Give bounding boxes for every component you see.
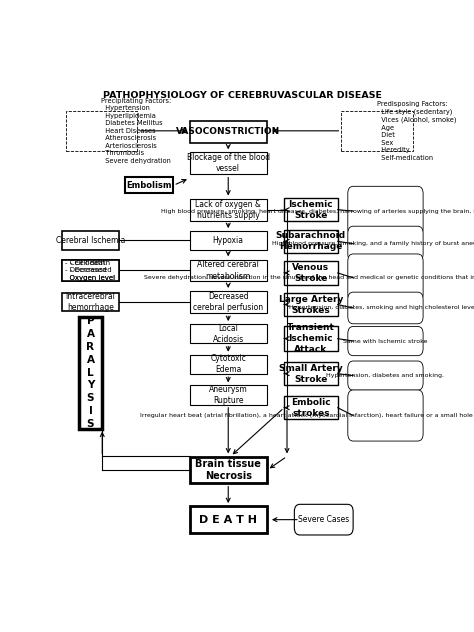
FancyBboxPatch shape <box>284 362 337 386</box>
Text: Cerebral Ischemia: Cerebral Ischemia <box>56 236 125 245</box>
Text: Decreased
cerebral perfusion: Decreased cerebral perfusion <box>193 292 263 312</box>
FancyBboxPatch shape <box>294 504 353 535</box>
Text: Cytotoxic
Edema: Cytotoxic Edema <box>210 355 246 375</box>
FancyBboxPatch shape <box>284 229 337 253</box>
FancyBboxPatch shape <box>348 292 423 324</box>
Text: Irregular heart beat (atrial fibrillation), a heart attack (myocardial infarctio: Irregular heart beat (atrial fibrillatio… <box>140 413 474 418</box>
FancyBboxPatch shape <box>190 198 267 221</box>
FancyBboxPatch shape <box>190 291 267 313</box>
FancyBboxPatch shape <box>190 457 267 483</box>
FancyBboxPatch shape <box>190 506 267 533</box>
Text: Severe Cases: Severe Cases <box>298 515 349 524</box>
FancyBboxPatch shape <box>284 261 337 284</box>
FancyBboxPatch shape <box>348 226 423 261</box>
FancyBboxPatch shape <box>190 386 267 405</box>
FancyBboxPatch shape <box>341 111 413 151</box>
FancyBboxPatch shape <box>190 260 267 281</box>
FancyBboxPatch shape <box>190 355 267 374</box>
Text: Predisposing Factors:
  Life style (sedentary)
  Vices (Alcohol, smoke)
  Age
  : Predisposing Factors: Life style (sedent… <box>377 101 456 161</box>
FancyBboxPatch shape <box>348 327 423 356</box>
Text: Ischemic
Stroke: Ischemic Stroke <box>289 200 333 220</box>
FancyBboxPatch shape <box>284 293 337 316</box>
FancyBboxPatch shape <box>348 361 423 390</box>
FancyBboxPatch shape <box>190 231 267 250</box>
Text: Altered cerebral
metabolism: Altered cerebral metabolism <box>197 260 259 281</box>
Text: Embolism: Embolism <box>127 181 172 190</box>
Text: Blockage of the blood
vessel: Blockage of the blood vessel <box>187 154 270 174</box>
Text: VASOCONSTRICTION: VASOCONSTRICTION <box>176 127 280 137</box>
Text: PATHOPHYSIOLOGY OF CEREBRUVASCULAR DISEASE: PATHOPHYSIOLOGY OF CEREBRUVASCULAR DISEA… <box>103 92 383 100</box>
Text: Same with Ischemic stroke: Same with Ischemic stroke <box>343 339 428 344</box>
FancyBboxPatch shape <box>190 152 267 174</box>
Text: Hypoxia: Hypoxia <box>213 236 244 245</box>
FancyBboxPatch shape <box>348 254 423 301</box>
FancyBboxPatch shape <box>284 198 337 221</box>
FancyBboxPatch shape <box>348 186 423 236</box>
FancyBboxPatch shape <box>190 121 267 143</box>
Text: Embolic
strokes: Embolic strokes <box>291 398 331 418</box>
FancyBboxPatch shape <box>62 260 119 281</box>
Text: D E A T H: D E A T H <box>199 514 257 525</box>
Text: Hypertension, diabetes, smoking and high cholesterol levels.: Hypertension, diabetes, smoking and high… <box>289 305 474 310</box>
FancyBboxPatch shape <box>79 317 102 428</box>
Text: Precipitating Factors:
  Hypertension
  Hyperlipidemia
  Diabetes Mellitus
  Hea: Precipitating Factors: Hypertension Hype… <box>101 98 172 164</box>
Text: Hypertension, diabetes and smoking.: Hypertension, diabetes and smoking. <box>327 373 445 378</box>
FancyBboxPatch shape <box>348 390 423 441</box>
FancyBboxPatch shape <box>125 178 173 193</box>
FancyBboxPatch shape <box>284 396 337 420</box>
Text: Lack of oxygen &
nutrients supply: Lack of oxygen & nutrients supply <box>195 200 261 220</box>
Text: Aneurysm
Rupture: Aneurysm Rupture <box>209 385 247 405</box>
Text: High blood pressure, smoking, and a family history of burst aneurysms.: High blood pressure, smoking, and a fami… <box>273 241 474 246</box>
Text: Intracerebral
hemorrhage: Intracerebral hemorrhage <box>65 292 115 312</box>
Text: Severe dehydration, severe infection in the sinuses of the head and medical or g: Severe dehydration, severe infection in … <box>144 276 474 281</box>
FancyBboxPatch shape <box>62 260 119 281</box>
Text: Subarachnoid
Hemorrhage: Subarachnoid Hemorrhage <box>276 231 346 252</box>
Text: High blood pressure, smoking, heart diseases, diabetes, narrowing of arteries su: High blood pressure, smoking, heart dise… <box>161 209 474 214</box>
FancyBboxPatch shape <box>284 326 337 351</box>
Text: Brain tissue
Necrosis: Brain tissue Necrosis <box>195 459 261 481</box>
Text: - Cell death
- Decreased
  Oxygen level: - Cell death - Decreased Oxygen level <box>65 260 116 281</box>
FancyBboxPatch shape <box>62 231 119 250</box>
Text: Small Artery
Stroke: Small Artery Stroke <box>279 363 343 384</box>
FancyBboxPatch shape <box>190 324 267 344</box>
Text: Large Artery
Strokes: Large Artery Strokes <box>279 295 343 315</box>
FancyBboxPatch shape <box>66 111 137 151</box>
Text: - Cell death
- Decreased
  Oxygen level: - Cell death - Decreased Oxygen level <box>65 260 115 281</box>
Text: Local
Acidosis: Local Acidosis <box>213 324 244 344</box>
FancyBboxPatch shape <box>62 293 119 312</box>
Text: Transient
Ischemic
Attack: Transient Ischemic Attack <box>287 323 335 354</box>
Text: Venous
Stroke: Venous Stroke <box>292 263 329 283</box>
Text: P
A
R
A
L
Y
S
I
S: P A R A L Y S I S <box>86 317 94 429</box>
